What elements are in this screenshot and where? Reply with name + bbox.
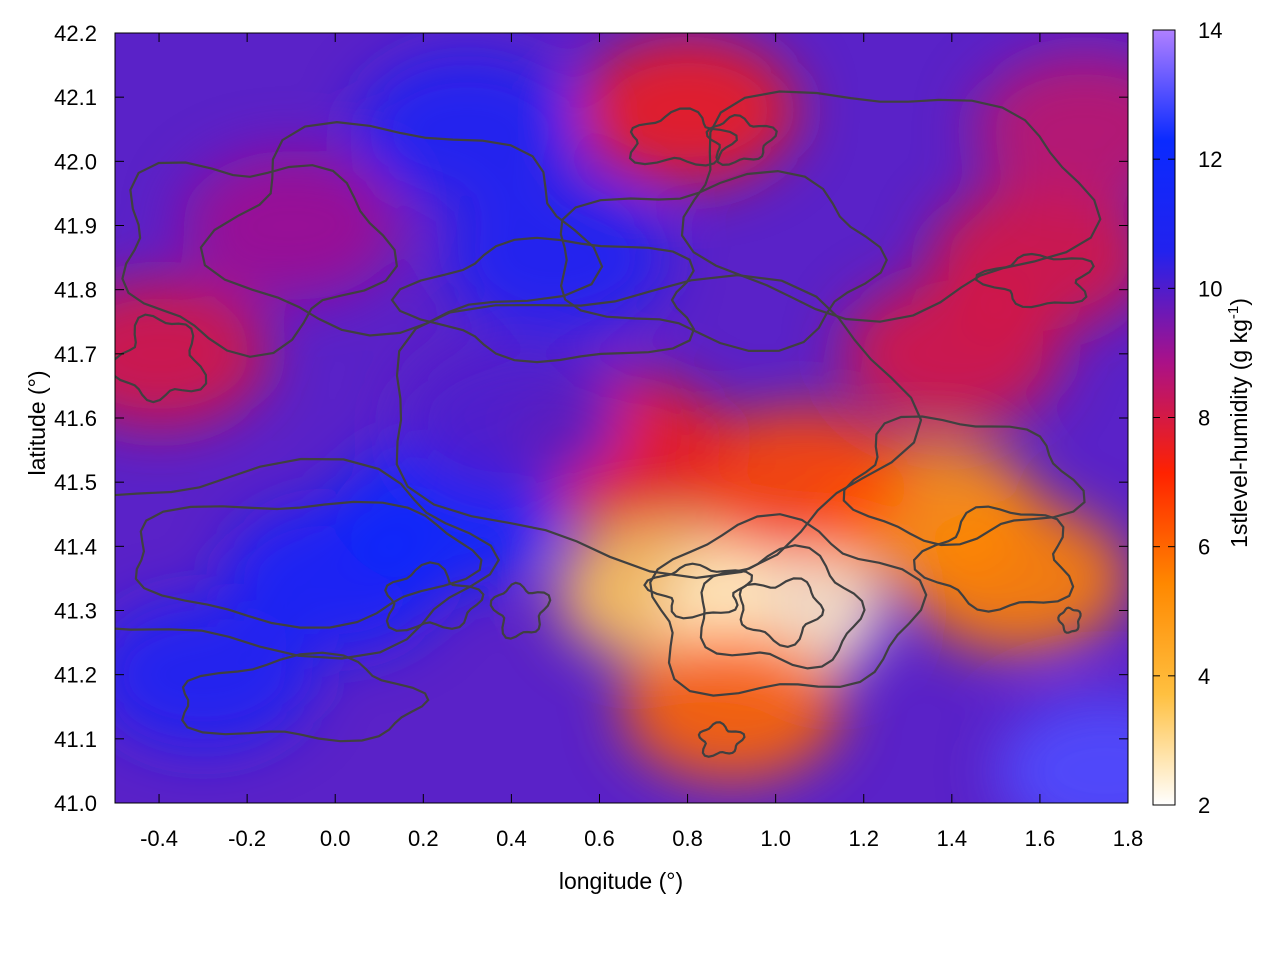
contour-line (395, 273, 923, 580)
x-tick-label: -0.4 (140, 826, 178, 851)
x-tick-label: 0.6 (584, 826, 615, 851)
field-feature (973, 54, 1128, 205)
colorbar-label: 1stlevel-humidity (g kg-1) (1225, 298, 1252, 548)
field-feature (401, 343, 622, 493)
contour-line (1057, 606, 1082, 634)
y-tick-label: 41.6 (54, 406, 97, 431)
contour-line (842, 415, 1086, 547)
contour-line (699, 544, 866, 670)
x-tick-label: 0.2 (408, 826, 439, 851)
contour-line (559, 169, 888, 353)
colorbar-tick-label: 14 (1198, 18, 1222, 43)
y-tick-label: 41.3 (54, 599, 97, 624)
colorbar-tick-label: 10 (1198, 276, 1222, 301)
field-feature (181, 150, 402, 301)
y-tick-label: 41.9 (54, 214, 97, 239)
y-tick-label: 41.2 (54, 663, 97, 688)
y-tick-label: 41.7 (54, 342, 97, 367)
field-feature (577, 35, 798, 185)
x-tick-label: 0.0 (320, 826, 351, 851)
contour-line (643, 562, 754, 620)
field-feature (357, 54, 578, 205)
contour-line (384, 561, 485, 632)
contour-line (134, 500, 483, 629)
contour-line (649, 513, 928, 697)
y-axis: 41.0 41.1 41.2 41.3 41.4 41.5 41.6 41.7 41.8 41.9… (54, 21, 1128, 816)
y-tick-label: 41.8 (54, 278, 97, 303)
y-tick-label: 42.0 (54, 149, 97, 174)
colorbar: 2 4 6 8 10 12 14 1stlevel-humidity (g kg-1) (1152, 18, 1252, 818)
contour-line (628, 107, 738, 167)
contour-line (199, 120, 604, 337)
colorbar-label-end: ) (1226, 298, 1252, 306)
contour-line (180, 651, 430, 743)
x-tick-label: 0.4 (496, 826, 527, 851)
colorbar-tick-label: 2 (1198, 793, 1210, 818)
y-tick-label: 42.1 (54, 85, 97, 110)
x-axis-label: longitude (°) (559, 868, 683, 894)
contour-line (680, 90, 1102, 323)
colorbar-tick-label: 8 (1198, 406, 1210, 431)
field-feature (907, 503, 1128, 654)
x-tick-label: 0.8 (672, 826, 703, 851)
contour-line (390, 236, 696, 364)
x-tick-label: 1.0 (760, 826, 791, 851)
x-tick-label: 1.4 (937, 826, 968, 851)
contour-lines (115, 90, 1102, 758)
field-feature (687, 407, 908, 558)
x-tick-label: 1.6 (1025, 826, 1056, 851)
contour-line (121, 161, 399, 358)
contour-line (705, 113, 778, 167)
field-feature (621, 631, 842, 782)
x-tick-label: 1.2 (848, 826, 879, 851)
contour-line (697, 721, 746, 758)
colorbar-label-main: 1stlevel-humidity (g kg (1226, 319, 1252, 548)
x-axis: -0.4 -0.2 0.0 0.2 0.4 0.6 0.8 1.0 1.2 1.4 1.6 1.8 (140, 33, 1143, 851)
y-tick-label: 41.1 (54, 727, 97, 752)
colorbar-ticks: 2 4 6 8 10 12 14 (1153, 18, 1222, 818)
y-tick-label: 41.5 (54, 470, 97, 495)
contour-line (489, 581, 552, 640)
contour-line (738, 577, 825, 649)
y-tick-label: 41.0 (54, 791, 97, 816)
x-tick-label: 1.8 (1113, 826, 1144, 851)
y-tick-label: 42.2 (54, 21, 97, 46)
field-feature (445, 182, 666, 333)
contour-line (975, 252, 1095, 309)
contour-line (912, 505, 1075, 613)
contour-line (115, 313, 208, 404)
plot-area (115, 33, 1128, 803)
colorbar-tick-label: 4 (1198, 664, 1210, 689)
colorbar-tick-label: 6 (1198, 535, 1210, 560)
y-tick-label: 41.4 (54, 534, 97, 559)
colorbar-tick-label: 12 (1198, 147, 1222, 172)
field-feature (996, 695, 1128, 803)
colorbar-label-superscript: -1 (1225, 306, 1242, 319)
x-tick-label: -0.2 (228, 826, 266, 851)
y-axis-label: latitude (°) (24, 370, 50, 475)
contour-line (115, 457, 500, 660)
field-feature (929, 182, 1128, 333)
